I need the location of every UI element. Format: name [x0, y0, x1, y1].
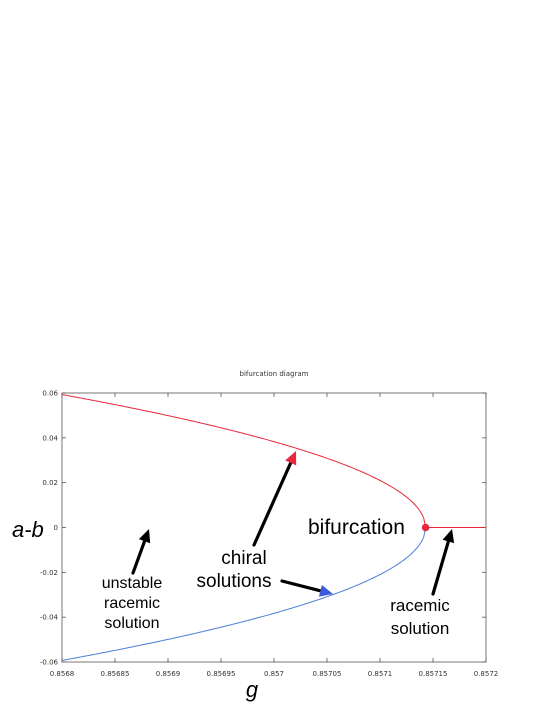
annotation-chiral-line-1: chiral [221, 548, 266, 569]
annotation-unstable-line-2: racemic [104, 595, 160, 612]
annotation-unstable-line-3: solution [104, 615, 159, 632]
y-tick-label: -0.06 [40, 659, 59, 667]
y-axis-label: a-b [12, 517, 44, 542]
arrow-racemic [431, 529, 455, 596]
x-axis-label: g [246, 677, 259, 702]
series-line-1 [61, 527, 427, 661]
series-line-0 [61, 394, 427, 528]
arrow-unstable [131, 529, 151, 575]
x-tick-label: 0.857 [264, 670, 284, 678]
x-tick-label: 0.8572 [474, 670, 499, 678]
x-tick-label: 0.85715 [419, 670, 448, 678]
annotation-racemic-line-1: racemic [390, 596, 450, 615]
x-axis-ticks: 0.8568 0.85685 0.8569 0.85695 0.857 0.85705 0.… [50, 393, 499, 678]
y-tick-label: 0 [54, 524, 58, 532]
series-layer [61, 394, 486, 661]
bifurcation-point [421, 523, 430, 532]
annotations: unstable racemic solution chiral solutio… [102, 516, 451, 638]
x-tick-label: 0.85705 [313, 670, 342, 678]
arrow-chiral-up [252, 451, 297, 547]
y-tick-label: 0.02 [42, 479, 58, 487]
y-tick-label: 0.04 [42, 434, 58, 442]
chart-title: bifurcation diagram [240, 370, 309, 378]
y-axis-ticks: 0.06 0.04 0.02 0 -0.02 -0.04 -0.06 [40, 390, 486, 667]
annotation-racemic-line-2: solution [391, 619, 450, 638]
x-tick-label: 0.85695 [207, 670, 236, 678]
y-tick-label: -0.02 [40, 569, 58, 577]
annotation-bifurcation: bifurcation [308, 516, 405, 539]
x-tick-label: 0.85685 [101, 670, 130, 678]
y-tick-label: 0.06 [42, 390, 58, 398]
arrow-chiral-down [280, 579, 333, 597]
y-tick-label: -0.04 [40, 614, 59, 622]
x-tick-label: 0.8568 [50, 670, 75, 678]
x-tick-label: 0.8571 [368, 670, 393, 678]
annotation-arrows [131, 451, 455, 597]
x-tick-label: 0.8569 [156, 670, 181, 678]
annotation-unstable-line-1: unstable [102, 575, 163, 592]
annotation-chiral-line-2: solutions [197, 571, 272, 592]
